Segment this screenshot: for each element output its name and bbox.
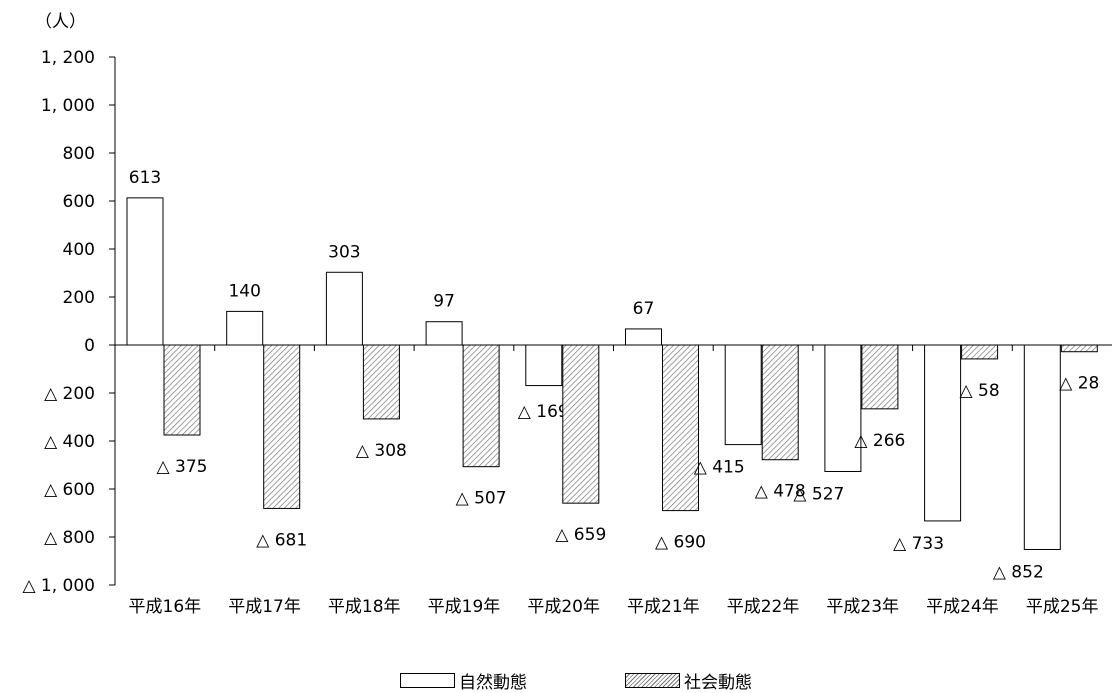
bar-natural xyxy=(625,328,662,346)
bar-natural xyxy=(325,271,363,346)
x-tick-label: 平成17年 xyxy=(228,597,301,617)
data-label-social: △ 478 xyxy=(755,482,806,502)
bar-social xyxy=(961,344,999,360)
x-tick-label: 平成16年 xyxy=(129,597,202,617)
data-label-social: △ 507 xyxy=(456,489,507,509)
y-tick-label: △ 400 xyxy=(44,432,95,452)
bar-social xyxy=(662,344,699,512)
bar-social xyxy=(263,344,301,509)
data-label-natural: △ 852 xyxy=(993,562,1044,582)
y-tick-label: 400 xyxy=(63,240,95,260)
x-tick-label: 平成18年 xyxy=(328,597,401,617)
x-tick-label: 平成19年 xyxy=(428,597,501,617)
y-tick-label: △ 600 xyxy=(44,480,95,500)
bar-natural xyxy=(924,344,962,522)
data-label-natural: △ 733 xyxy=(893,534,944,554)
bar-social xyxy=(1060,344,1098,353)
legend-label-social: 社会動態 xyxy=(684,673,752,693)
bar-natural xyxy=(724,344,762,446)
data-label-natural: 67 xyxy=(633,299,655,319)
bar-natural xyxy=(425,321,463,346)
chart-canvas: （人） 1, 200 1, 000 800 600 400 200 0 △ 200 △ 400 △… xyxy=(22,12,1112,617)
data-label-social: △ 375 xyxy=(157,457,208,477)
y-axis: 1, 200 1, 000 800 600 400 200 0 △ 200 △ 400 △ 600… xyxy=(22,48,116,596)
legend-item-natural: 自然動態 xyxy=(400,668,527,693)
data-label-natural: △ 527 xyxy=(793,484,844,504)
x-tick-label: 平成22年 xyxy=(727,597,800,617)
data-label-social: △ 308 xyxy=(356,441,407,461)
bar-natural xyxy=(226,310,264,346)
bar-natural xyxy=(525,344,563,387)
legend-swatch-social xyxy=(625,673,680,688)
bar-social xyxy=(462,344,500,468)
x-tick-label: 平成21年 xyxy=(627,597,700,617)
y-tick-label: 0 xyxy=(84,336,95,356)
y-tick-label: 1, 200 xyxy=(41,48,95,68)
bar-social xyxy=(761,344,799,461)
x-tick-label: 平成23年 xyxy=(826,597,899,617)
y-tick-label: 600 xyxy=(63,192,95,212)
data-label-natural: 97 xyxy=(433,292,455,312)
legend-swatch-natural xyxy=(400,673,455,688)
data-label-social: △ 659 xyxy=(555,525,606,545)
legend: 自然動態 社会動態 xyxy=(0,668,1115,693)
bar-natural xyxy=(126,197,164,346)
legend-item-social: 社会動態 xyxy=(625,668,752,693)
data-label-social: △ 690 xyxy=(655,533,706,553)
y-tick-label: 200 xyxy=(63,288,95,308)
data-label-social: △ 266 xyxy=(854,431,905,451)
bar-social xyxy=(362,344,400,420)
data-label-natural: △ 169 xyxy=(518,402,569,422)
legend-label-natural: 自然動態 xyxy=(459,673,527,693)
y-tick-label: △ 200 xyxy=(44,384,95,404)
data-label-social: △ 681 xyxy=(256,530,307,550)
x-tick-label: 平成20年 xyxy=(527,597,600,617)
data-label-social: △ 28 xyxy=(1059,374,1099,394)
bar-natural xyxy=(1023,344,1061,550)
data-label-natural: 140 xyxy=(228,281,260,301)
y-tick-label: 800 xyxy=(63,144,95,164)
bar-social xyxy=(163,344,201,436)
data-label-natural: 613 xyxy=(129,168,161,188)
y-tick-label: 1, 000 xyxy=(41,96,95,116)
y-tick-label: △ 800 xyxy=(44,528,95,548)
y-tick-label: △ 1, 000 xyxy=(22,576,95,596)
x-axis: 平成16年 平成17年 平成18年 平成19年 平成20年 平成21年 平成22年 平成23年… xyxy=(115,344,1112,617)
bars: 613 △ 375 140 △ 681 303 △ 308 97 △ 507 △ 169 △ 65… xyxy=(126,168,1099,582)
data-label-social: △ 58 xyxy=(960,381,1000,401)
y-axis-unit-label: （人） xyxy=(35,12,86,32)
data-label-natural: 303 xyxy=(328,242,360,262)
bar-social xyxy=(562,344,600,504)
x-tick-label: 平成24年 xyxy=(926,597,999,617)
bar-social xyxy=(861,344,899,410)
bar-natural xyxy=(824,344,862,472)
x-tick-label: 平成25年 xyxy=(1026,597,1099,617)
data-label-natural: △ 415 xyxy=(694,458,745,478)
